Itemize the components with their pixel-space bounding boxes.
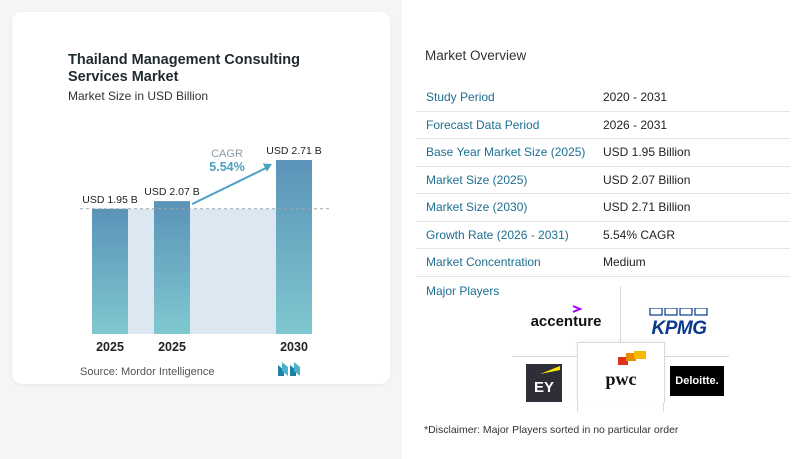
major-players-label: Major Players — [426, 284, 500, 298]
accenture-chevron-icon — [572, 305, 582, 313]
cagr-arrowhead — [262, 163, 272, 172]
stat-value: Medium — [603, 255, 646, 270]
stat-label: Market Size (2030) — [426, 200, 528, 215]
deloitte-logo-text: Deloitte. — [675, 375, 719, 387]
stat-row-study-period: Study Period 2020 - 2031 — [416, 84, 790, 112]
stat-value: 2026 - 2031 — [603, 117, 668, 132]
stat-value: USD 2.71 Billion — [603, 200, 691, 215]
chart-title: Thailand Management Consulting Services … — [68, 52, 301, 85]
stat-label: Forecast Data Period — [426, 117, 540, 132]
bar-0 — [92, 208, 128, 334]
players-grid-divider — [663, 356, 729, 357]
players-grid-divider — [620, 286, 621, 342]
ey-beam-icon — [540, 366, 560, 374]
cagr-label: CAGR — [211, 148, 243, 160]
accenture-logo: accenture — [522, 305, 610, 337]
pwc-blocks-icon — [618, 351, 646, 365]
mordor-logo-icon — [278, 362, 300, 376]
cagr-value: 5.54% — [209, 160, 244, 174]
stat-value: 5.54% CAGR — [603, 227, 676, 242]
stat-row-size-2025: Market Size (2025) USD 2.07 Billion — [416, 167, 790, 194]
stat-row-forecast-period: Forecast Data Period 2026 - 2031 — [416, 112, 790, 139]
stat-label: Market Concentration — [426, 255, 541, 270]
x-tick-label-0: 2025 — [96, 340, 124, 354]
source-note: Source: Mordor Intelligence — [80, 366, 215, 378]
overview-title: Market Overview — [425, 48, 527, 63]
kpmg-boxes-icon — [649, 308, 708, 316]
x-tick-label-2: 2030 — [280, 340, 308, 354]
stat-value: 2020 - 2031 — [603, 90, 668, 105]
data-label-0: USD 1.95 B — [82, 194, 137, 206]
deloitte-logo: Deloitte. — [670, 366, 724, 396]
cagr-arrow — [191, 166, 269, 205]
players-grid-divider — [512, 356, 577, 357]
growth-band — [190, 208, 276, 334]
disclaimer: *Disclaimer: Major Players sorted in no … — [424, 424, 679, 436]
stat-row-base-year: Base Year Market Size (2025) USD 1.95 Bi… — [416, 139, 790, 167]
stat-value: USD 2.07 Billion — [603, 172, 691, 187]
ey-logo-text: EY — [533, 378, 554, 396]
x-tick-label-1: 2025 — [158, 340, 186, 354]
stat-label: Study Period — [426, 90, 495, 105]
stat-row-concentration: Market Concentration Medium — [416, 249, 790, 277]
kpmg-logo: KPMG — [644, 308, 714, 340]
chart-subtitle: Market Size in USD Billion — [68, 89, 209, 103]
stat-value: USD 1.95 Billion — [603, 145, 691, 160]
stat-row-growth-rate: Growth Rate (2026 - 2031) 5.54% CAGR — [416, 222, 790, 249]
bar-1 — [154, 201, 190, 334]
bar-chart: CAGR 5.54% USD 1.95 B USD 2.07 B USD 2.71 … — [80, 145, 330, 354]
stat-label: Growth Rate (2026 - 2031) — [426, 227, 569, 242]
growth-band — [128, 208, 154, 334]
pwc-logo-text: pwc — [605, 368, 637, 389]
overview-table: Study Period 2020 - 2031 Forecast Data P… — [416, 84, 790, 277]
ey-logo: EY — [526, 364, 562, 402]
stat-row-size-2030: Market Size (2030) USD 2.71 Billion — [416, 194, 790, 222]
data-label-1: USD 2.07 B — [144, 186, 199, 198]
stat-label: Market Size (2025) — [426, 172, 528, 187]
pwc-logo: pwc — [577, 342, 665, 403]
accenture-logo-text: accenture — [530, 312, 602, 330]
data-label-2: USD 2.71 B — [266, 145, 321, 157]
stat-label: Base Year Market Size (2025) — [426, 145, 586, 160]
kpmg-logo-text: KPMG — [651, 318, 708, 339]
bar-2 — [276, 160, 312, 334]
